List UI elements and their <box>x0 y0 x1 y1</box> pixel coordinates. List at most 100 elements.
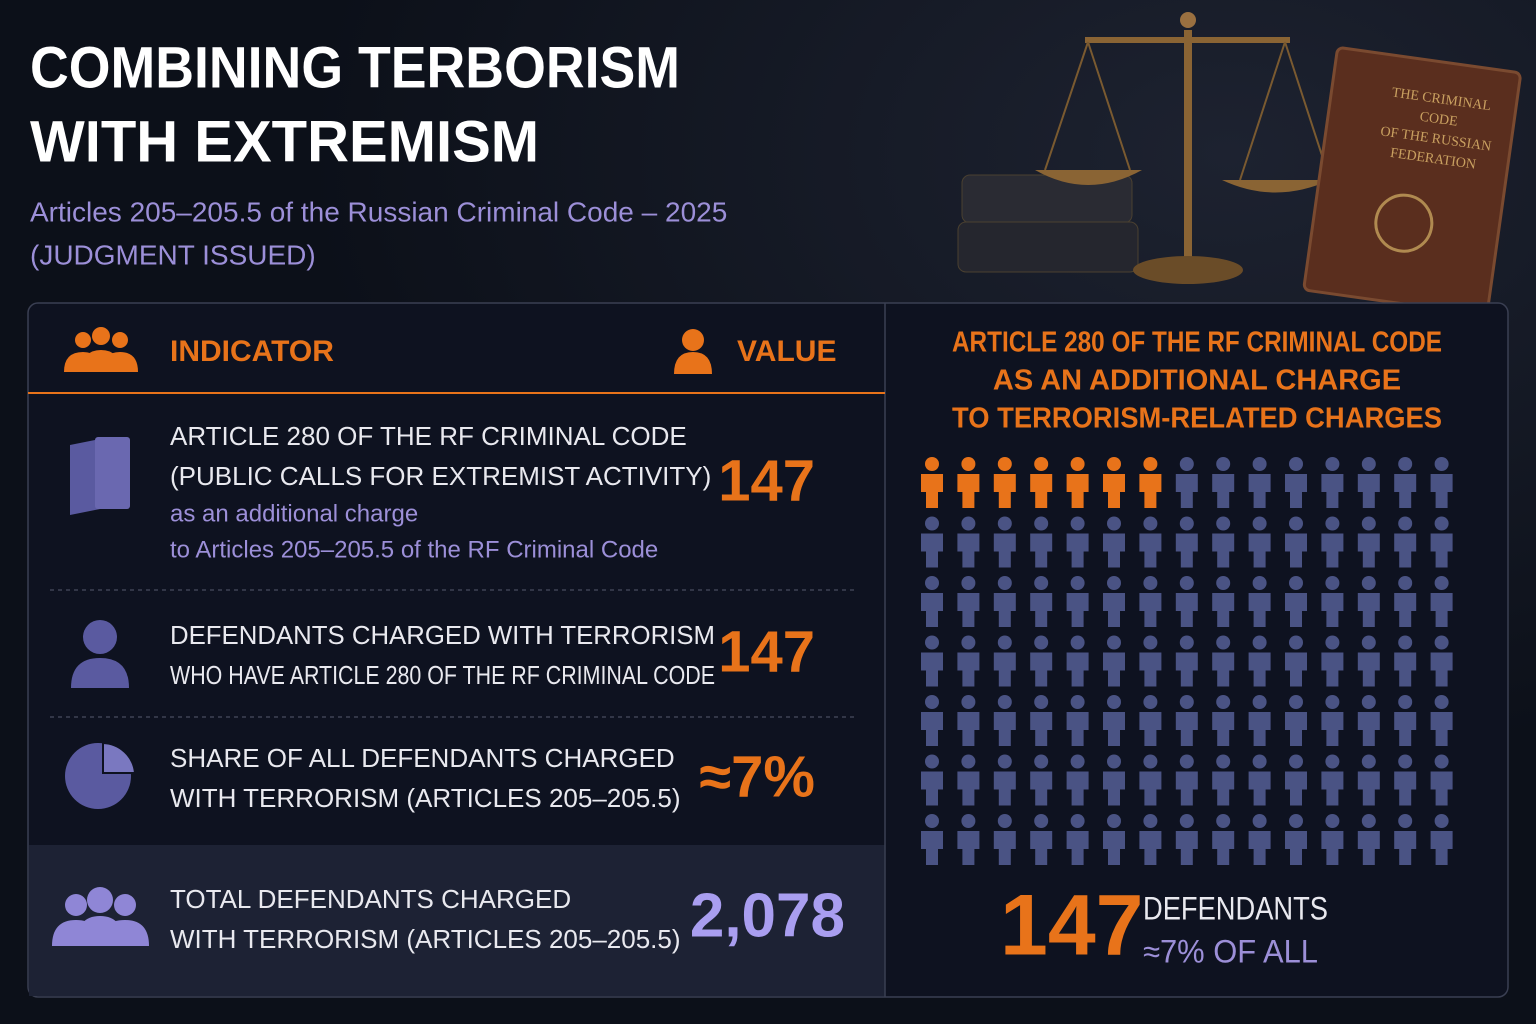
icon-body <box>1066 533 1089 568</box>
icon-head <box>1434 576 1449 590</box>
person-icon <box>1394 516 1417 568</box>
person-icon <box>1103 695 1125 746</box>
person-icon <box>957 814 980 865</box>
icon-body <box>1139 771 1162 806</box>
person-icon <box>1139 814 1162 865</box>
icon-body <box>1357 831 1380 865</box>
icon-body <box>1430 712 1453 746</box>
icon-head <box>1289 516 1303 531</box>
person-icon <box>674 329 712 374</box>
row-value: 147 <box>718 448 815 513</box>
icon-head <box>1143 695 1158 709</box>
icon-head <box>1289 635 1303 650</box>
person-icon <box>1066 516 1089 568</box>
illustration <box>957 12 1522 317</box>
icon-body <box>1139 593 1162 627</box>
icon-head <box>1179 516 1194 531</box>
icon-body <box>1103 712 1125 746</box>
icon-head <box>1143 516 1158 531</box>
icon-head <box>1070 754 1085 769</box>
icon-head <box>1434 814 1449 828</box>
person-icon <box>1175 576 1198 627</box>
icon-head <box>1361 695 1376 709</box>
person-icon <box>993 814 1016 865</box>
icon-body <box>1212 474 1235 508</box>
icon-body <box>1175 533 1198 568</box>
icon-head <box>1325 516 1340 531</box>
group-icon <box>52 887 149 946</box>
icon-body <box>1103 474 1125 508</box>
icon-body <box>1103 533 1125 568</box>
icon-body <box>1248 593 1271 627</box>
icon-head <box>925 814 939 828</box>
icon-head <box>1252 814 1267 828</box>
icon-head <box>1398 516 1413 531</box>
person-icon <box>1066 576 1089 627</box>
person-icon <box>993 457 1016 508</box>
person-icon <box>1321 754 1344 806</box>
icon-body <box>1285 712 1307 746</box>
person-icon <box>1212 576 1235 627</box>
icon-body <box>1321 652 1344 687</box>
person-icon <box>993 635 1016 687</box>
icon-head <box>1034 635 1049 650</box>
icon-head <box>1143 457 1158 471</box>
person-icon <box>1430 635 1453 687</box>
icon-body <box>1248 474 1271 508</box>
icon-body <box>1394 712 1417 746</box>
person-icon <box>921 635 943 687</box>
icon-head <box>925 754 939 769</box>
icon-body <box>1430 533 1453 568</box>
person-icon <box>1212 814 1235 865</box>
icon-body <box>957 831 980 865</box>
icon-body <box>921 533 943 568</box>
person-icon <box>1357 814 1380 865</box>
person-icon <box>957 457 980 508</box>
icon-body <box>1139 652 1162 687</box>
icon-body <box>993 652 1016 687</box>
icon-body <box>1430 474 1453 508</box>
person-icon <box>1139 576 1162 627</box>
person-icon <box>1030 516 1053 568</box>
person-icon <box>957 576 980 627</box>
icon-body <box>1285 533 1307 568</box>
icon-head <box>1179 576 1194 590</box>
icon-head <box>1325 457 1340 471</box>
icon-body <box>1175 712 1198 746</box>
icon-body <box>921 771 943 806</box>
panel <box>27 302 1509 998</box>
pictogram-value: 147 <box>1000 878 1144 974</box>
person-icon <box>1175 695 1198 746</box>
row-label: DEFENDANTS CHARGED WITH TERRORISM <box>170 620 715 650</box>
person-icon <box>1285 457 1307 508</box>
icon-body <box>1357 712 1380 746</box>
icon-body <box>1212 652 1235 687</box>
icon-head <box>1252 457 1267 471</box>
row-label: (PUBLIC CALLS FOR EXTREMIST ACTIVITY) <box>170 461 711 491</box>
row-note: as an additional charge <box>170 500 418 527</box>
icon-body <box>1430 652 1453 687</box>
icon-head <box>925 695 939 709</box>
icon-body <box>1357 474 1380 508</box>
icon-head <box>997 576 1012 590</box>
person-icon <box>1321 457 1344 508</box>
person-icon <box>1030 814 1053 865</box>
icon-head <box>1289 754 1303 769</box>
icon-body <box>1321 831 1344 865</box>
person-icon <box>1212 457 1235 508</box>
person-icon <box>993 754 1016 806</box>
person-icon <box>1430 457 1453 508</box>
person-icon <box>1030 754 1053 806</box>
person-icon <box>1430 695 1453 746</box>
icon-head <box>1143 635 1158 650</box>
pie-icon <box>65 741 137 809</box>
subtitle: (JUDGMENT ISSUED) <box>30 239 316 270</box>
person-icon <box>1175 814 1198 865</box>
person-icon <box>1357 754 1380 806</box>
icon-body <box>1103 652 1125 687</box>
person-icon <box>1248 695 1271 746</box>
icon-body <box>1321 712 1344 746</box>
person-icon <box>957 695 980 746</box>
person-icon <box>1103 635 1125 687</box>
icon-head <box>1070 516 1085 531</box>
